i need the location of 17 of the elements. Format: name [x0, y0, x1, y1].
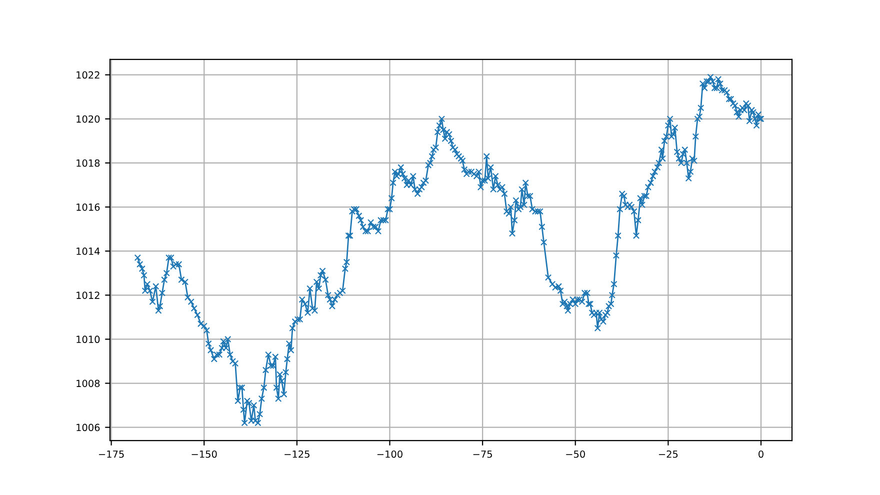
x-tick-label: −150 — [192, 450, 217, 458]
y-tick-label: 1018 — [76, 159, 100, 167]
x-tick-label: −100 — [377, 450, 402, 458]
y-tick-label: 1020 — [76, 115, 100, 123]
y-tick-label: 1016 — [76, 203, 100, 211]
x-tick-label: −50 — [566, 450, 585, 458]
y-tick-label: 1006 — [76, 424, 100, 432]
x-tick-label: 0 — [758, 450, 764, 458]
x-tick-label: −125 — [284, 450, 310, 458]
y-tick-label: 1014 — [76, 248, 100, 255]
x-tick-label: −175 — [98, 450, 124, 458]
x-tick-label: −75 — [473, 450, 492, 458]
y-tick-label: 1010 — [76, 336, 100, 344]
y-tick-label: 1012 — [76, 292, 100, 299]
y-tick-label: 1022 — [76, 71, 100, 79]
x-tick-label: −25 — [658, 450, 678, 458]
y-tick-label: 1008 — [76, 380, 100, 388]
